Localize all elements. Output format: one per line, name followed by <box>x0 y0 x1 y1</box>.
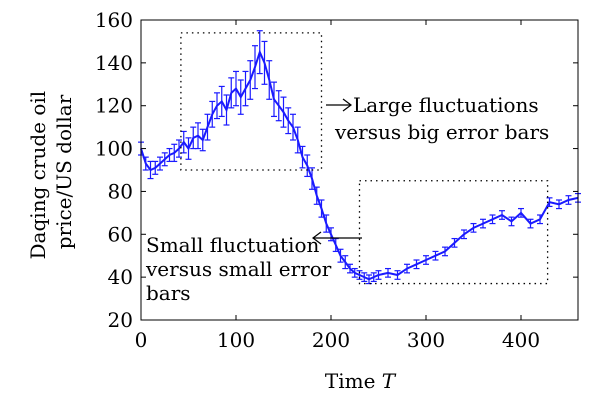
series-line <box>140 49 579 281</box>
x-axis-label-text: Time <box>325 369 376 393</box>
x-axis-label: Time T <box>325 369 397 393</box>
x-tick-label: 0 <box>135 328 148 352</box>
annotation-line-large-2: versus big error bars <box>334 120 549 144</box>
y-axis-label: Daqing crude oil price/US dollar <box>26 84 76 259</box>
y-axis-label-line-1: Daqing crude oil <box>26 91 50 260</box>
x-tick-label: 100 <box>217 328 255 352</box>
annotation-line-small-3: bars <box>146 281 191 305</box>
y-tick-label: 60 <box>108 222 133 246</box>
annotation-text-small: Small fluctuation versus small error bars <box>145 233 332 305</box>
y-tick-label: 20 <box>108 308 133 332</box>
annotation-line-large-1: Large fluctuations <box>353 93 539 117</box>
ticks-layer: 0 100 200 300 400 20 40 60 80 100 120 140 160 <box>95 8 578 352</box>
y-tick-label: 100 <box>95 137 133 161</box>
y-tick-label: 80 <box>108 179 133 203</box>
x-tick-label: 300 <box>407 328 445 352</box>
annotation-layer: Large fluctuations versus big error bars S… <box>145 32 549 305</box>
y-tick-label: 140 <box>95 51 133 75</box>
y-tick-label: 120 <box>95 94 133 118</box>
annotation-box-small <box>358 180 549 285</box>
annotation-line-small-2: versus small error <box>145 257 332 281</box>
annotation-arrowhead-large <box>342 98 352 112</box>
y-tick-label: 160 <box>95 8 133 32</box>
x-tick-label: 200 <box>312 328 350 352</box>
annotation-box-large <box>180 32 323 171</box>
x-axis-label-variable: T <box>382 369 397 393</box>
y-axis-label-line-2: price/US dollar <box>52 94 76 249</box>
plot-frame <box>140 19 579 321</box>
x-tick-label: 400 <box>502 328 540 352</box>
annotation-arrowhead-small <box>312 231 322 245</box>
annotation-line-small-1: Small fluctuation <box>146 233 319 257</box>
annotation-text-large: Large fluctuations versus big error bars <box>334 93 549 144</box>
data-layer <box>138 30 581 285</box>
y-tick-label: 40 <box>108 265 133 289</box>
